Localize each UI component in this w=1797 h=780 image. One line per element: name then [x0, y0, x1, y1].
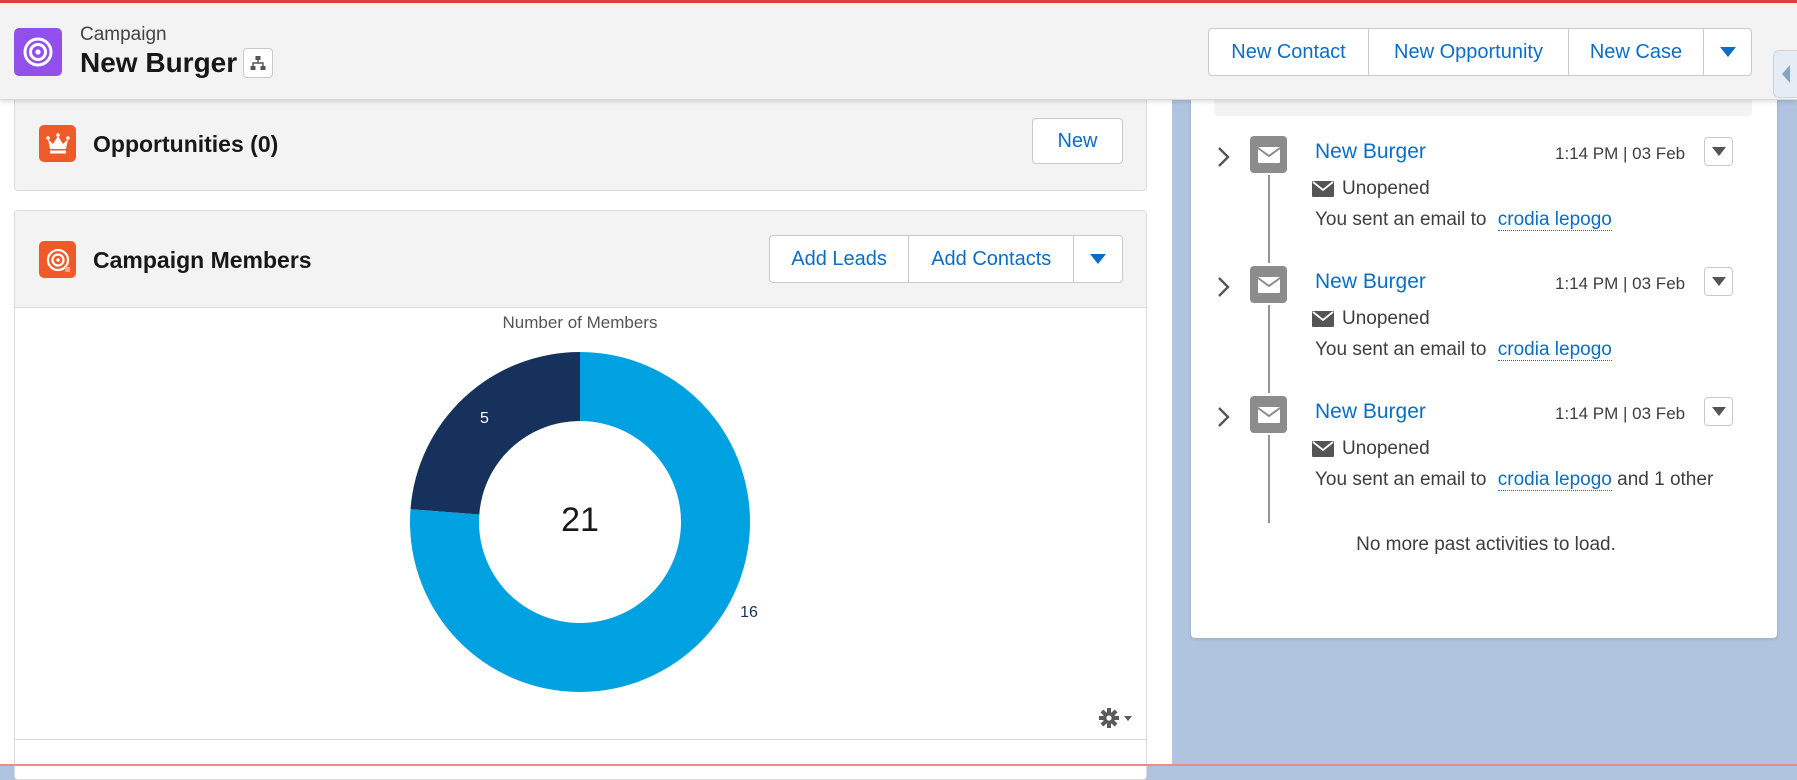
no-more-activities: No more past activities to load. — [1356, 534, 1616, 555]
activity-menu-button[interactable] — [1704, 267, 1733, 296]
chevron-down-icon — [1711, 147, 1726, 156]
donut-center-total: 21 — [561, 501, 599, 539]
slice-label: 5 — [480, 410, 489, 427]
activity-status-text: Unopened — [1342, 178, 1430, 199]
utility-panel-toggle[interactable] — [1773, 50, 1797, 98]
activity-status: Unopened — [1312, 438, 1430, 460]
activity-description: You sent an email to crodia lepogo — [1315, 339, 1612, 361]
activity-item: New Burger 1:14 PM | 03 Feb Unopened You… — [1191, 266, 1777, 393]
chevron-down-icon — [1711, 407, 1726, 416]
chevron-down-icon — [1719, 47, 1736, 57]
record-type-label: Campaign — [80, 24, 167, 45]
donut-slice[interactable] — [410, 352, 580, 515]
recipient-link[interactable]: crodia lepogo — [1497, 339, 1612, 361]
activity-status: Unopened — [1312, 308, 1430, 330]
activity-menu-button[interactable] — [1704, 397, 1733, 426]
activity-description: You sent an email to crodia lepogo and 1… — [1315, 469, 1713, 491]
activity-description: You sent an email to crodia lepogo — [1315, 209, 1612, 231]
main-column: Opportunities (0) New Campaign Members A… — [0, 0, 1172, 780]
timeline-line — [1268, 435, 1270, 523]
new-opportunity-header-button[interactable]: New Opportunity — [1369, 29, 1569, 75]
hierarchy-icon — [250, 56, 266, 70]
header-more-actions-dropdown[interactable] — [1704, 29, 1751, 75]
activity-desc-prefix: You sent an email to — [1315, 339, 1487, 360]
chevron-right-icon[interactable] — [1217, 406, 1231, 428]
timeline-line — [1268, 175, 1270, 263]
email-icon — [1250, 396, 1287, 433]
slice-label: 16 — [740, 604, 758, 621]
chart-title: Number of Members — [502, 313, 658, 332]
timeline-line — [1268, 305, 1270, 393]
target-icon — [39, 241, 76, 278]
new-opportunity-button[interactable]: New — [1032, 118, 1123, 164]
gear-icon — [1099, 708, 1132, 728]
new-contact-button[interactable]: New Contact — [1209, 29, 1369, 75]
chart-settings[interactable] — [1097, 706, 1137, 735]
target-icon — [14, 28, 62, 76]
page-title: New Burger — [80, 47, 238, 78]
new-case-button[interactable]: New Case — [1569, 29, 1704, 75]
activity-desc-prefix: You sent an email to — [1315, 209, 1487, 230]
chevron-down-icon — [1090, 254, 1107, 264]
activity-status-text: Unopened — [1342, 308, 1430, 329]
activity-menu-button[interactable] — [1704, 137, 1733, 166]
record-header: Campaign New Burger New Contact New Oppo… — [0, 3, 1797, 100]
bottom-accent-bar — [0, 764, 1797, 766]
activity-timestamp: 1:14 PM | 03 Feb — [1555, 144, 1686, 163]
activity-item: New Burger 1:14 PM | 03 Feb Unopened You… — [1191, 396, 1777, 523]
activity-timestamp: 1:14 PM | 03 Feb — [1555, 404, 1686, 423]
header-actions-group: New Contact New Opportunity New Case — [1208, 28, 1752, 76]
email-icon — [1250, 266, 1287, 303]
activity-desc-suffix: and 1 other — [1617, 469, 1714, 490]
campaign-members-title: Campaign Members — [93, 247, 312, 273]
chevron-left-icon — [1781, 65, 1790, 83]
chevron-right-icon[interactable] — [1217, 146, 1231, 168]
activity-subject-link[interactable]: New Burger — [1315, 140, 1426, 163]
add-contacts-button[interactable]: Add Contacts — [909, 236, 1075, 282]
email-icon — [1250, 136, 1287, 173]
member-actions-group: Add Leads Add Contacts — [769, 235, 1123, 283]
recipient-link[interactable]: crodia lepogo — [1497, 469, 1612, 491]
activity-status-text: Unopened — [1342, 438, 1430, 459]
opportunities-card: Opportunities (0) New — [14, 92, 1147, 191]
recipient-link[interactable]: crodia lepogo — [1497, 209, 1612, 231]
activity-timestamp: 1:14 PM | 03 Feb — [1555, 274, 1686, 293]
top-accent-bar — [0, 0, 1797, 3]
activity-filter-strip — [1214, 100, 1752, 116]
member-actions-dropdown[interactable] — [1074, 236, 1122, 282]
activity-item: New Burger 1:14 PM | 03 Feb Unopened You… — [1191, 136, 1777, 263]
envelope-icon — [1312, 181, 1334, 197]
activity-subject-link[interactable]: New Burger — [1315, 400, 1426, 423]
chevron-down-icon — [1711, 277, 1726, 286]
divider — [14, 739, 1147, 740]
envelope-icon — [1312, 311, 1334, 327]
donut-slice[interactable] — [409, 352, 750, 692]
envelope-icon — [1312, 441, 1334, 457]
view-hierarchy-button[interactable] — [243, 48, 273, 78]
chevron-right-icon[interactable] — [1217, 276, 1231, 298]
activity-desc-prefix: You sent an email to — [1315, 469, 1487, 490]
add-leads-button[interactable]: Add Leads — [770, 236, 910, 282]
campaign-members-header: Campaign Members Add Leads Add Contacts — [15, 211, 1146, 308]
crown-icon — [39, 125, 76, 162]
activity-subject-link[interactable]: New Burger — [1315, 270, 1426, 293]
activity-status: Unopened — [1312, 178, 1430, 200]
members-donut-chart: 5 16 21 — [409, 352, 758, 692]
opportunities-title: Opportunities (0) — [93, 131, 279, 157]
activity-panel — [1191, 80, 1777, 638]
